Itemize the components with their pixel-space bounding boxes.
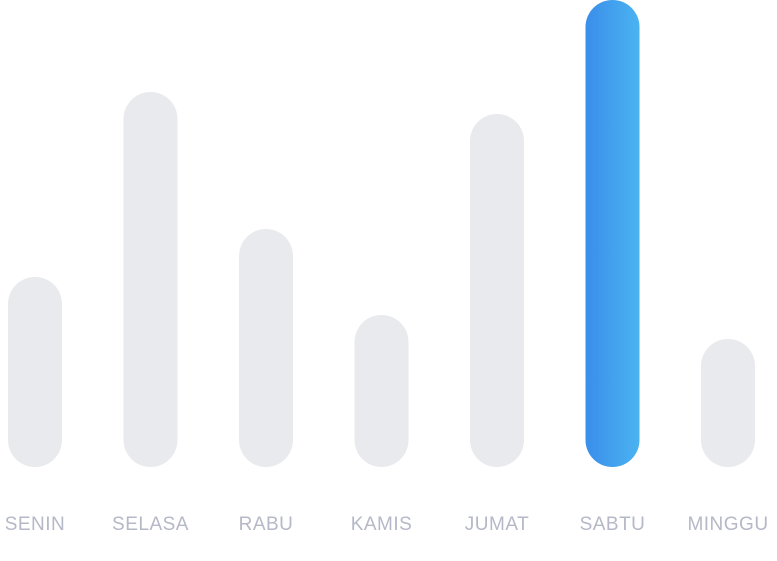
- x-label-kamis: KAMIS: [351, 514, 413, 535]
- x-label-senin: SENIN: [5, 514, 66, 535]
- bar-kamis: [354, 315, 409, 467]
- x-label-selasa: SELASA: [112, 514, 189, 535]
- x-axis-labels: SENIN SELASA RABU KAMIS JUMAT SABTU MINGGU: [5, 514, 768, 535]
- bar-jumat: [470, 114, 524, 467]
- bar-senin: [8, 277, 62, 467]
- bar-sabtu: [585, 0, 640, 467]
- x-label-jumat: JUMAT: [465, 514, 529, 535]
- x-label-rabu: RABU: [239, 514, 294, 535]
- bar-minggu: [701, 339, 755, 467]
- bar-rabu: [239, 229, 293, 467]
- bar-selasa: [123, 92, 178, 467]
- bars-group: [8, 0, 755, 467]
- x-label-sabtu: SABTU: [580, 514, 646, 535]
- x-label-minggu: MINGGU: [687, 514, 768, 535]
